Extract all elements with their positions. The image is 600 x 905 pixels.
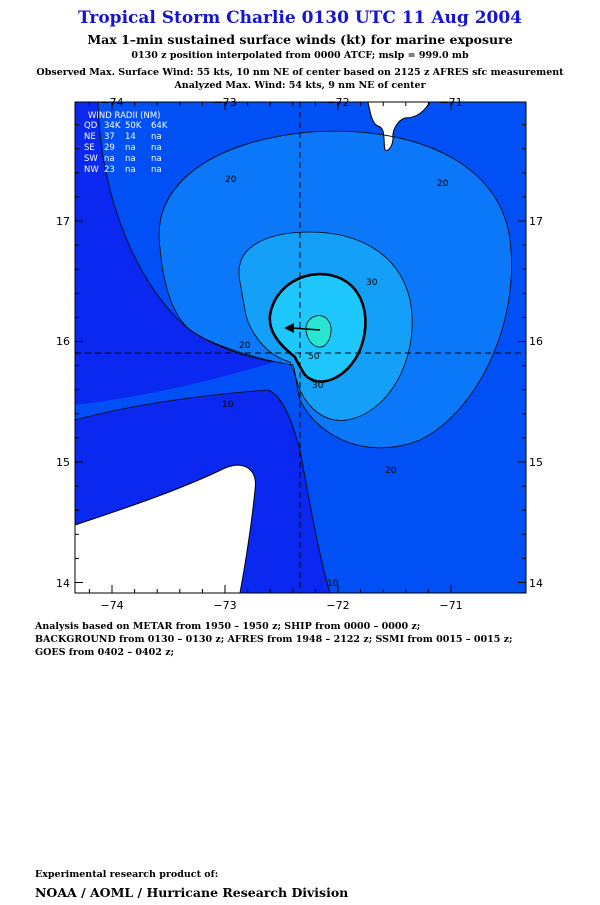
lon-tick-label: −73 xyxy=(213,599,236,612)
lat-labels-left: 17 16 15 14 xyxy=(56,215,70,590)
lon-tick-label: −73 xyxy=(213,96,236,109)
observed-max-wind: Observed Max. Surface Wind: 55 kts, 10 n… xyxy=(36,67,564,78)
analysis-sources: Analysis based on METAR from 1950 – 1950… xyxy=(35,620,513,659)
contour-label: 20 xyxy=(385,466,397,476)
wind-radii-column-header: 64K xyxy=(151,121,168,131)
contour-label: 10 xyxy=(222,400,234,410)
contour-label: 20 xyxy=(239,341,251,351)
wind-radii-cell: 14 xyxy=(125,132,136,142)
contour-label: 50 xyxy=(308,352,320,362)
lat-tick-label: 15 xyxy=(529,456,543,469)
lon-tick-label: −71 xyxy=(439,599,462,612)
lon-tick-label: −72 xyxy=(326,599,349,612)
wind-radii-cell: NW xyxy=(84,165,99,175)
wind-radii-column-header: 34K xyxy=(104,121,121,131)
lat-labels-right: 17 16 15 14 xyxy=(529,215,543,590)
lat-tick-label: 17 xyxy=(529,215,543,228)
chart-subtitle: Max 1–min sustained surface winds (kt) f… xyxy=(87,32,513,47)
lon-tick-label: −72 xyxy=(326,96,349,109)
wind-radii-cell: na xyxy=(151,154,162,164)
lat-tick-label: 17 xyxy=(56,215,70,228)
analysis-line: GOES from 0402 – 0402 z; xyxy=(35,647,175,658)
land-colombia xyxy=(75,464,256,593)
lat-tick-label: 15 xyxy=(56,456,70,469)
wind-radii-column-header: 50K xyxy=(125,121,142,131)
organization-name: NOAA / AOML / Hurricane Research Divisio… xyxy=(35,885,349,900)
wind-radii-cell: 37 xyxy=(104,132,115,142)
wind-radii-cell: 23 xyxy=(104,165,115,175)
wind-radii-cell: na xyxy=(151,165,162,175)
wind-radii-cell: na xyxy=(151,143,162,153)
contour-label: 10 xyxy=(327,579,339,589)
contour-34kt xyxy=(268,272,367,383)
contour-label: 20 xyxy=(225,175,237,185)
axis-ticks xyxy=(75,102,526,593)
analysis-line: BACKGROUND from 0130 – 0130 z; AFRES fro… xyxy=(35,634,513,645)
wind-radii-heading: WIND RADII (NM) xyxy=(88,111,160,121)
lat-tick-label: 14 xyxy=(56,577,70,590)
wind-radii-cell: na xyxy=(125,143,136,153)
plot-frame xyxy=(74,101,527,594)
motion-arrowhead xyxy=(284,323,294,333)
wind-radii-cell: SW xyxy=(84,154,98,164)
wind-band-50 xyxy=(305,315,332,348)
lat-tick-label: 16 xyxy=(56,335,70,348)
contour-label: 20 xyxy=(437,179,449,189)
wind-radii-cell: na xyxy=(151,132,162,142)
contour-labels: 20 20 30 20 10 20 30 10 50 xyxy=(222,175,449,589)
contour-lines xyxy=(75,102,512,593)
experimental-note: Experimental research product of: xyxy=(35,869,219,880)
position-note: 0130 z position interpolated from 0000 A… xyxy=(131,50,469,61)
lon-tick-label: −71 xyxy=(439,96,462,109)
chart-title: Tropical Storm Charlie 0130 UTC 11 Aug 2… xyxy=(77,8,523,28)
lon-labels-bottom: −74 −73 −72 −71 xyxy=(100,599,462,612)
lon-tick-label: −74 xyxy=(100,96,123,109)
contour-label: 30 xyxy=(312,381,324,391)
lat-tick-label: 16 xyxy=(529,335,543,348)
land-hispaniola xyxy=(367,102,431,151)
wind-radii-cell: 29 xyxy=(104,143,115,153)
lon-labels-top: −74 −73 −72 −71 xyxy=(100,96,462,109)
lat-tick-label: 14 xyxy=(529,577,543,590)
motion-arrow xyxy=(291,327,321,331)
wind-radii-column-header: QD xyxy=(84,121,98,131)
wind-radii-cell: na xyxy=(125,154,136,164)
wind-radii-cell: na xyxy=(125,165,136,175)
wind-radii-cell: na xyxy=(104,154,115,164)
wind-radii-cell: SE xyxy=(84,143,95,153)
contour-label: 30 xyxy=(366,278,378,288)
wind-radii-cell: NE xyxy=(84,132,96,142)
analyzed-max-wind: Analyzed Max. Wind: 54 kts, 9 nm NE of c… xyxy=(174,80,426,91)
analysis-line: Analysis based on METAR from 1950 – 1950… xyxy=(35,621,421,632)
lon-tick-label: −74 xyxy=(100,599,123,612)
